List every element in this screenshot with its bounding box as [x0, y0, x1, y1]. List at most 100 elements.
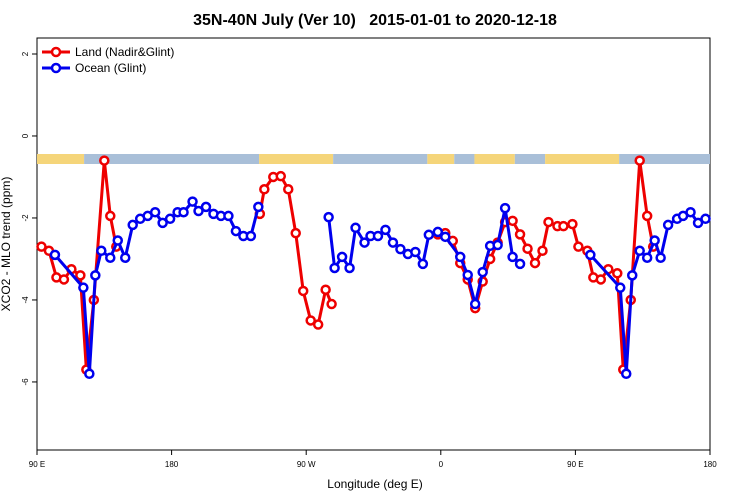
plot-frame: [36, 37, 711, 451]
data-point: [259, 184, 270, 195]
land-ocean-strip: [474, 154, 515, 164]
y-axis-label: XCO2 - MLO trend (ppm): [0, 177, 13, 312]
legend-label: Ocean (Glint): [75, 61, 146, 75]
data-point: [112, 235, 124, 246]
data-point: [567, 218, 578, 230]
y-tick-label: -6: [21, 378, 30, 386]
data-point: [454, 251, 466, 263]
data-point: [344, 262, 355, 274]
data-point: [193, 205, 204, 217]
data-point: [585, 249, 596, 261]
data-point: [336, 251, 348, 263]
data-point: [90, 270, 101, 281]
data-point: [612, 268, 623, 279]
data-point: [514, 258, 526, 270]
data-point: [537, 245, 548, 257]
data-point: [499, 202, 511, 214]
data-point: [105, 252, 116, 263]
data-point: [410, 246, 421, 258]
data-point: [326, 298, 337, 310]
series-line: [53, 199, 707, 374]
data-point: [245, 230, 257, 242]
legend-label: Land (Nadir&Glint): [75, 45, 174, 59]
y-tick-label: -4: [21, 296, 30, 304]
land-ocean-strip: [427, 154, 455, 164]
land-ocean-strip: [454, 154, 475, 164]
x-tick-label: 90 E: [29, 460, 45, 469]
x-tick-label: 180: [165, 460, 179, 469]
land-ocean-strip: [259, 154, 334, 164]
data-point: [84, 368, 95, 379]
land-ocean-strip: [514, 154, 546, 164]
data-point: [417, 258, 429, 270]
data-point: [312, 319, 324, 330]
data-point: [75, 270, 86, 281]
data-point: [275, 170, 287, 182]
legend-marker: [50, 62, 62, 74]
x-tick-label: 90 W: [297, 460, 316, 469]
data-point: [514, 229, 526, 240]
data-point: [305, 315, 316, 326]
y-tick-label: 2: [21, 51, 30, 56]
data-point: [223, 210, 234, 222]
data-point: [99, 155, 110, 166]
data-point: [96, 245, 107, 257]
data-point: [200, 201, 212, 213]
data-point: [49, 249, 61, 261]
data-point: [462, 269, 473, 281]
x-axis-label: Longitude (deg E): [327, 477, 422, 491]
data-point: [395, 243, 406, 255]
data-point: [320, 284, 331, 295]
data-point: [522, 243, 533, 254]
data-point: [620, 368, 632, 379]
data-point: [58, 274, 70, 285]
data-point: [187, 196, 198, 207]
data-point: [359, 237, 370, 248]
land-ocean-strip: [619, 154, 710, 164]
data-point: [149, 206, 161, 218]
data-point: [655, 252, 666, 263]
x-tick-label: 0: [439, 460, 444, 469]
data-point: [157, 217, 168, 229]
data-point: [323, 211, 334, 223]
data-point: [507, 215, 518, 227]
data-point: [573, 241, 584, 252]
data-point: [692, 217, 704, 229]
data-point: [507, 251, 518, 263]
data-point: [700, 213, 711, 225]
data-point: [283, 184, 294, 195]
data-point: [329, 262, 340, 274]
land-ocean-strip: [37, 154, 85, 164]
data-point: [290, 227, 301, 239]
data-point: [297, 285, 309, 297]
land-ocean-strip: [97, 154, 260, 164]
data-point: [380, 224, 391, 236]
data-point: [543, 216, 554, 228]
land-ocean-strip: [545, 154, 620, 164]
data-point: [127, 219, 138, 231]
x-tick-label: 180: [703, 460, 717, 469]
land-ocean-strip: [333, 154, 428, 164]
data-point: [432, 226, 444, 238]
data-point: [641, 252, 653, 263]
data-point: [641, 210, 653, 222]
data-point: [477, 266, 488, 278]
data-point: [230, 225, 242, 237]
chart-title: 35N-40N July (Ver 10) 2015-01-01 to 2020…: [193, 12, 557, 29]
data-point: [105, 210, 116, 222]
data-point: [685, 206, 696, 218]
data-point: [178, 206, 189, 218]
data-point: [78, 282, 89, 293]
data-point: [423, 229, 435, 241]
data-point: [36, 241, 47, 252]
data-point: [440, 231, 451, 243]
data-point: [372, 230, 384, 242]
data-point: [387, 237, 399, 248]
data-point: [558, 220, 569, 232]
data-point: [492, 239, 503, 251]
data-point: [529, 257, 541, 269]
data-point: [469, 298, 481, 310]
data-point: [164, 213, 176, 225]
